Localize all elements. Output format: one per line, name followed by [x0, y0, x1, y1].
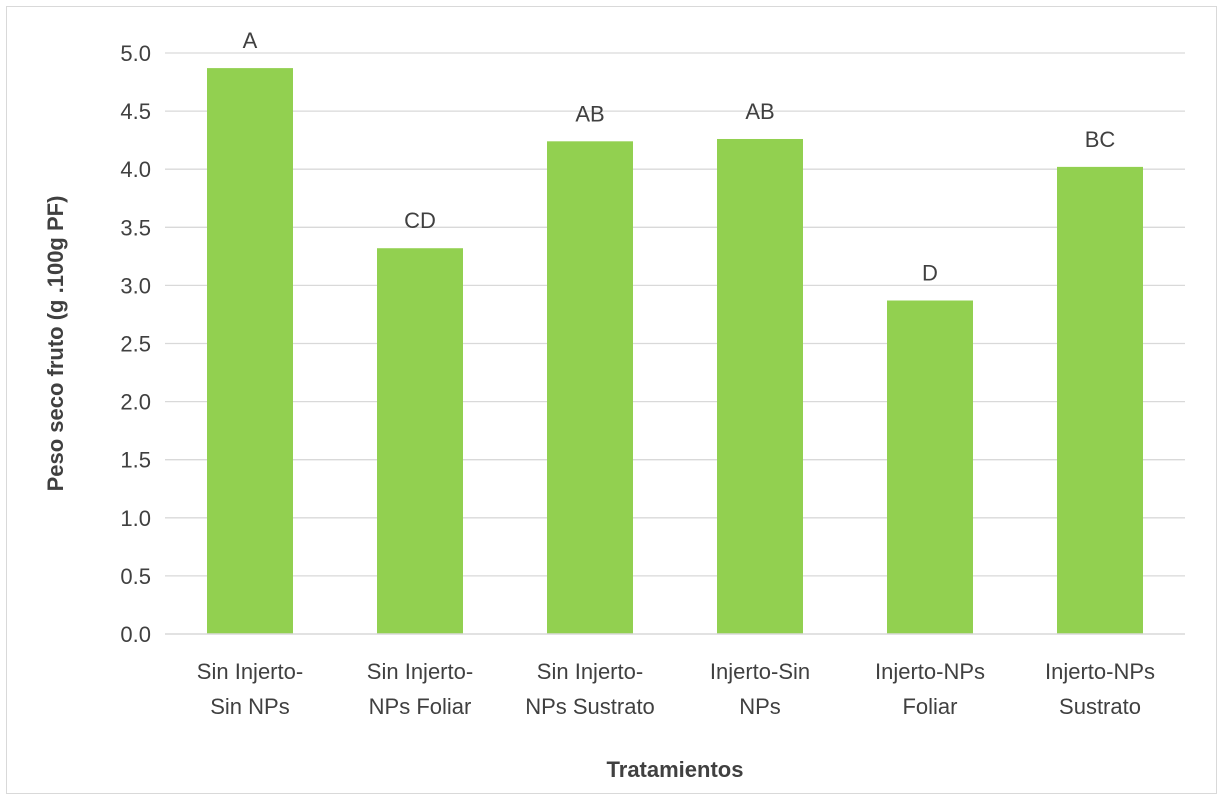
bars [207, 68, 1143, 634]
x-category-label: Injerto-Sin NPs [710, 659, 810, 719]
chart-frame: A CD AB AB D BC 0.0 0.5 1.0 1.5 2.0 2.5 3.0 3.5 4.0 4.… [6, 6, 1217, 794]
x-axis-title: Tratamientos [607, 757, 744, 782]
bar [547, 141, 633, 634]
data-label: D [922, 261, 938, 286]
gridlines [165, 52, 1185, 577]
data-label: A [243, 28, 258, 53]
bar [207, 68, 293, 634]
y-tick-label: 5.0 [120, 41, 151, 66]
y-tick-label: 4.0 [120, 157, 151, 182]
bar [887, 300, 973, 634]
data-label: BC [1085, 127, 1116, 152]
y-tick-label: 4.5 [120, 99, 151, 124]
y-axis-ticks: 0.0 0.5 1.0 1.5 2.0 2.5 3.0 3.5 4.0 4.5 5.0 [120, 41, 151, 647]
data-label: AB [575, 101, 604, 126]
data-label: CD [404, 208, 436, 233]
bar [377, 248, 463, 634]
x-category-label: Injerto-NPs Sustrato [1045, 659, 1155, 719]
bar [717, 138, 803, 634]
y-tick-label: 1.5 [120, 448, 151, 473]
y-axis-title: Peso seco fruto (g .100g PF) [43, 196, 68, 492]
y-tick-label: 0.0 [120, 622, 151, 647]
y-tick-label: 0.5 [120, 564, 151, 589]
bar [1057, 166, 1143, 634]
x-category-label: Sin Injerto-NPs Foliar [367, 659, 473, 719]
y-tick-label: 3.5 [120, 215, 151, 240]
x-axis-categories: Sin Injerto-Sin NPs Sin Injerto-NPs Folia… [197, 659, 1155, 719]
y-tick-label: 3.0 [120, 273, 151, 298]
x-category-label: Sin Injerto-NPs Sustrato [525, 659, 655, 719]
y-tick-label: 2.0 [120, 390, 151, 415]
data-label: AB [745, 99, 774, 124]
data-labels: A CD AB AB D BC [243, 28, 1116, 285]
x-category-label: Injerto-NPs Foliar [875, 659, 985, 719]
y-tick-label: 1.0 [120, 506, 151, 531]
y-tick-label: 2.5 [120, 332, 151, 357]
x-category-label: Sin Injerto-Sin NPs [197, 659, 303, 719]
bar-chart: A CD AB AB D BC 0.0 0.5 1.0 1.5 2.0 2.5 3.0 3.5 4.0 4.… [43, 28, 1185, 782]
